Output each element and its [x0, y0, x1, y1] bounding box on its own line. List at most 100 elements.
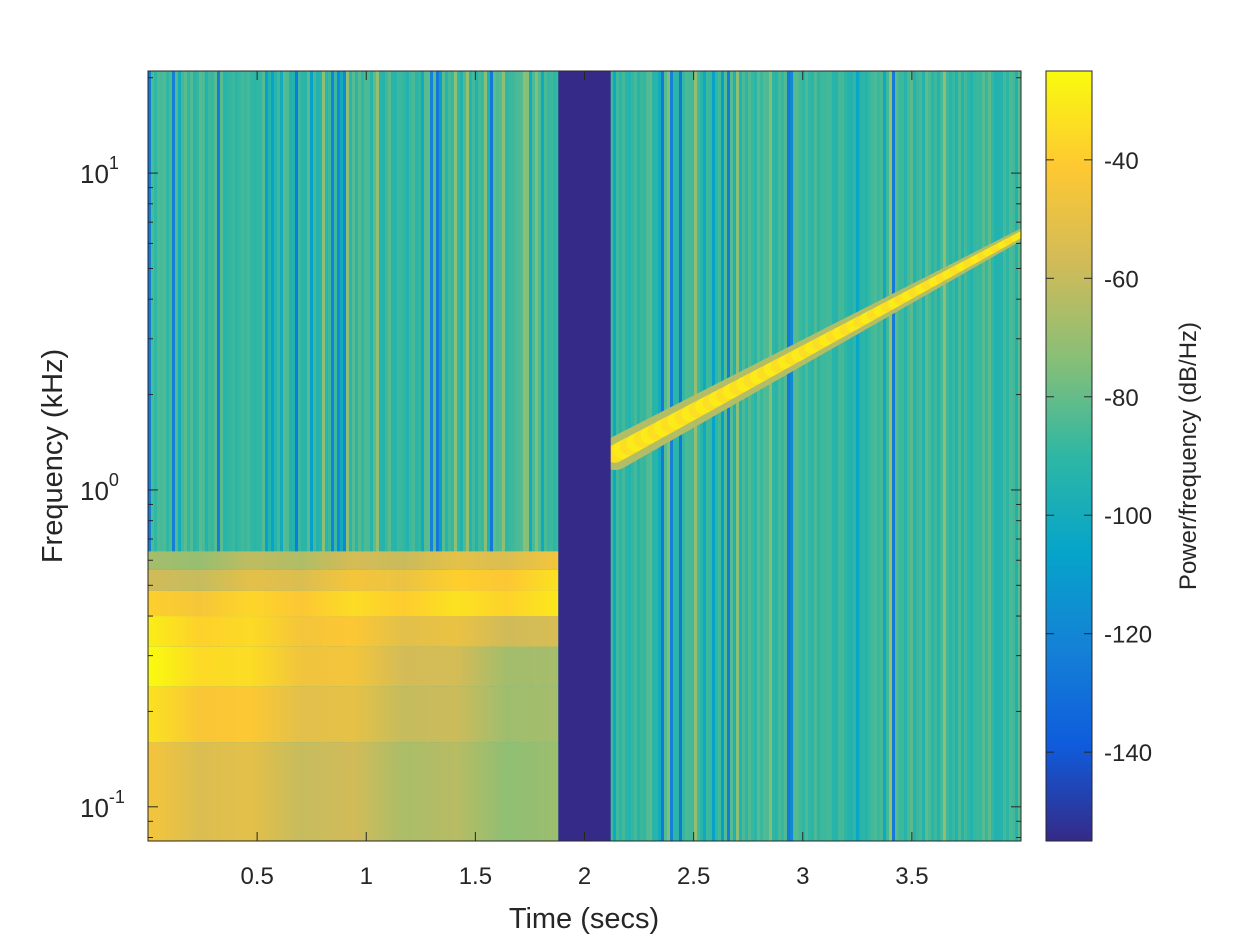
time-column — [403, 71, 407, 841]
time-column — [958, 71, 962, 841]
time-column — [997, 71, 1001, 841]
time-column — [742, 71, 746, 841]
time-column — [532, 71, 536, 841]
time-column — [322, 71, 326, 841]
time-column — [442, 71, 446, 841]
x-tick-label: 2.5 — [677, 863, 710, 890]
spectrogram-plot-area — [148, 71, 1021, 841]
time-column — [760, 71, 764, 841]
time-column — [424, 71, 428, 841]
time-column — [238, 71, 242, 841]
y-tick-label: 100 — [80, 470, 119, 506]
time-column — [316, 71, 320, 841]
time-column — [148, 71, 152, 841]
x-axis-ticks: 0.5 1 1.5 2 2.5 3 3.5 — [240, 71, 929, 890]
time-column — [529, 71, 533, 841]
time-column — [676, 71, 680, 841]
time-column — [667, 71, 671, 841]
time-column — [889, 71, 893, 841]
time-column — [1015, 71, 1019, 841]
time-column — [730, 71, 734, 841]
x-tick-label: 2 — [578, 863, 591, 890]
time-column — [706, 71, 710, 841]
time-column — [967, 71, 971, 841]
time-column — [349, 71, 353, 841]
time-column — [445, 71, 449, 841]
time-column — [187, 71, 191, 841]
y-axis-label: Frequency (kHz) — [37, 349, 69, 563]
time-column — [448, 71, 452, 841]
time-column — [226, 71, 230, 841]
time-column — [520, 71, 524, 841]
time-column — [904, 71, 908, 841]
time-column — [685, 71, 689, 841]
time-column — [694, 71, 698, 841]
time-column — [673, 71, 677, 841]
time-column — [394, 71, 398, 841]
time-column — [994, 71, 998, 841]
time-column — [826, 71, 830, 841]
x-tick-label: 1 — [360, 863, 373, 890]
time-column — [916, 71, 920, 841]
time-column — [217, 71, 221, 841]
time-column — [298, 71, 302, 841]
time-column — [793, 71, 797, 841]
time-column — [856, 71, 860, 841]
time-column — [475, 71, 479, 841]
time-column — [382, 71, 386, 841]
time-column — [283, 71, 287, 841]
chirp-trace — [598, 228, 1021, 471]
time-column — [373, 71, 377, 841]
time-column — [277, 71, 281, 841]
time-column — [820, 71, 824, 841]
time-column — [274, 71, 278, 841]
time-column — [898, 71, 902, 841]
time-column — [697, 71, 701, 841]
colorbar-frame — [1045, 70, 1093, 842]
time-column — [328, 71, 332, 841]
time-column — [370, 71, 374, 841]
time-column — [829, 71, 833, 841]
time-column — [463, 71, 467, 841]
time-column — [265, 71, 269, 841]
tone-band — [148, 646, 559, 687]
time-column — [550, 71, 554, 841]
x-tick-label: 1.5 — [459, 863, 492, 890]
time-column — [205, 71, 209, 841]
time-column — [331, 71, 335, 841]
time-column — [799, 71, 803, 841]
time-column — [787, 71, 791, 841]
time-column — [346, 71, 350, 841]
time-column — [745, 71, 749, 841]
time-column — [664, 71, 668, 841]
time-column — [367, 71, 371, 841]
colorbar-tick-label: -140 — [1104, 740, 1152, 767]
time-column — [961, 71, 965, 841]
time-column — [415, 71, 419, 841]
y-tick-label: 10-1 — [80, 787, 125, 823]
time-column — [655, 71, 659, 841]
time-column — [835, 71, 839, 841]
time-column — [517, 71, 521, 841]
time-column — [901, 71, 905, 841]
time-column — [412, 71, 416, 841]
time-column — [652, 71, 656, 841]
time-column — [736, 71, 740, 841]
time-column — [406, 71, 410, 841]
time-column — [418, 71, 422, 841]
time-column — [391, 71, 395, 841]
time-column — [505, 71, 509, 841]
time-column — [385, 71, 389, 841]
time-column — [364, 71, 368, 841]
time-column — [877, 71, 881, 841]
time-column — [280, 71, 284, 841]
time-column — [781, 71, 785, 841]
time-column — [190, 71, 194, 841]
time-column — [157, 71, 161, 841]
time-column — [910, 71, 914, 841]
time-column — [754, 71, 758, 841]
time-column — [718, 71, 722, 841]
time-column — [943, 71, 947, 841]
time-column — [748, 71, 752, 841]
time-column — [790, 71, 794, 841]
